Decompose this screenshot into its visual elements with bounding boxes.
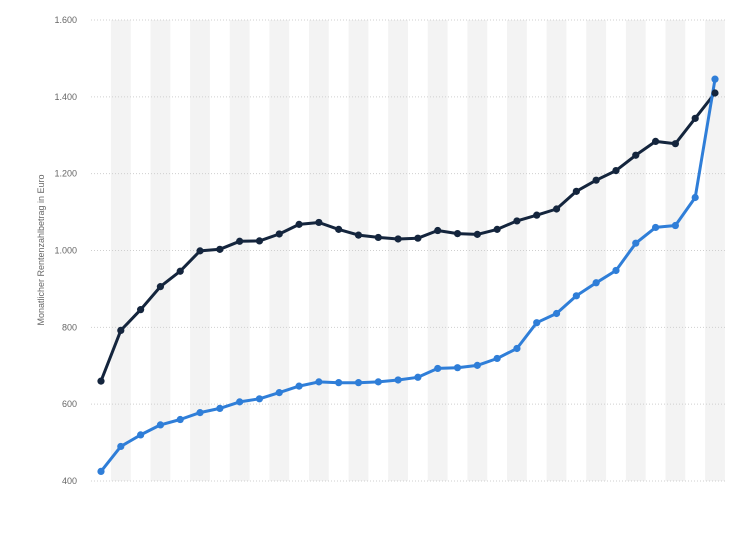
series-2-point (671, 221, 679, 230)
background-band (308, 20, 329, 481)
background-band (229, 20, 250, 481)
series-2-point (295, 382, 303, 390)
series-2-point (612, 266, 620, 275)
background-band (427, 20, 448, 481)
series-1-point (117, 326, 125, 335)
series-1-point (97, 377, 105, 385)
series-1-point (552, 205, 561, 213)
y-tick-label: 800 (62, 322, 77, 332)
series-1-point (493, 225, 501, 233)
series-2-point (374, 378, 382, 386)
series-1-point (513, 217, 521, 225)
series-1-point (612, 166, 620, 175)
series-2-point (196, 409, 204, 417)
y-axis-label: Monatlicher Rentenzahlbetrag in Euro (36, 174, 46, 325)
series-1-point (671, 140, 679, 148)
series-1-point (236, 237, 244, 245)
series-1-point (196, 247, 204, 255)
series-1-point (434, 226, 442, 235)
series-1-point (592, 176, 600, 184)
background-band (586, 20, 607, 481)
series-2-point (691, 193, 699, 202)
series-2-point (394, 376, 402, 384)
series-2-point (176, 415, 184, 424)
series-2-point (711, 75, 719, 83)
series-1-point (275, 230, 283, 238)
series-2-point (335, 379, 343, 387)
series-2-point (434, 364, 442, 373)
series-2-point (414, 373, 422, 381)
y-tick-label: 1.600 (54, 15, 77, 25)
series-1-point (354, 231, 363, 239)
series-2-point (632, 239, 640, 247)
y-tick-label: 1.400 (54, 92, 77, 102)
y-tick-label: 1.200 (54, 169, 77, 179)
series-1-point (295, 220, 303, 228)
y-tick-label: 400 (62, 476, 77, 486)
series-1-point (453, 229, 462, 238)
series-2-point (275, 389, 283, 397)
series-2-point (651, 223, 660, 232)
series-2-point (354, 379, 363, 387)
series-2-point (572, 292, 580, 300)
series-1-point (394, 235, 402, 243)
background-band (110, 20, 131, 481)
series-2-point (473, 361, 481, 369)
series-1-point (137, 306, 145, 314)
series-1-point (533, 211, 541, 219)
background-band (388, 20, 408, 481)
series-1-point (156, 283, 165, 291)
series-2-point (533, 319, 541, 327)
series-2-point (137, 431, 145, 439)
series-1-point (473, 230, 481, 238)
series-2-point (552, 309, 561, 318)
series-1-point (176, 267, 184, 275)
series-2-point (216, 404, 224, 412)
series-1-point (216, 245, 224, 253)
background-band (269, 20, 290, 481)
series-2-point (97, 467, 105, 475)
series-2-point (453, 364, 462, 372)
series-2-point (156, 421, 165, 429)
y-tick-label: 1.000 (54, 246, 77, 256)
background-band (625, 20, 646, 481)
background-bands (110, 20, 725, 481)
series-2-point (513, 344, 521, 353)
series-1-point (335, 225, 343, 233)
series-1-point (651, 137, 660, 145)
background-band (507, 20, 527, 481)
series-1-point (711, 89, 719, 97)
series-2-point (255, 395, 264, 403)
series-1-point (255, 237, 264, 245)
series-2-point (236, 398, 244, 406)
series-1-point (374, 233, 382, 242)
series-2-point (592, 279, 600, 287)
series-2-point (493, 354, 501, 363)
series-1-point (632, 151, 640, 159)
series-1-point (691, 114, 699, 122)
y-tick-label: 600 (62, 399, 77, 409)
series-1-point (315, 218, 323, 227)
series-2-point (117, 442, 125, 451)
series-1-point (414, 234, 422, 242)
series-1-point (572, 187, 580, 195)
y-axis-ticks: 400 600 800 1.000 1.200 1.400 1.600 (54, 15, 77, 486)
series-2-point (315, 378, 323, 386)
series-points (97, 75, 719, 475)
